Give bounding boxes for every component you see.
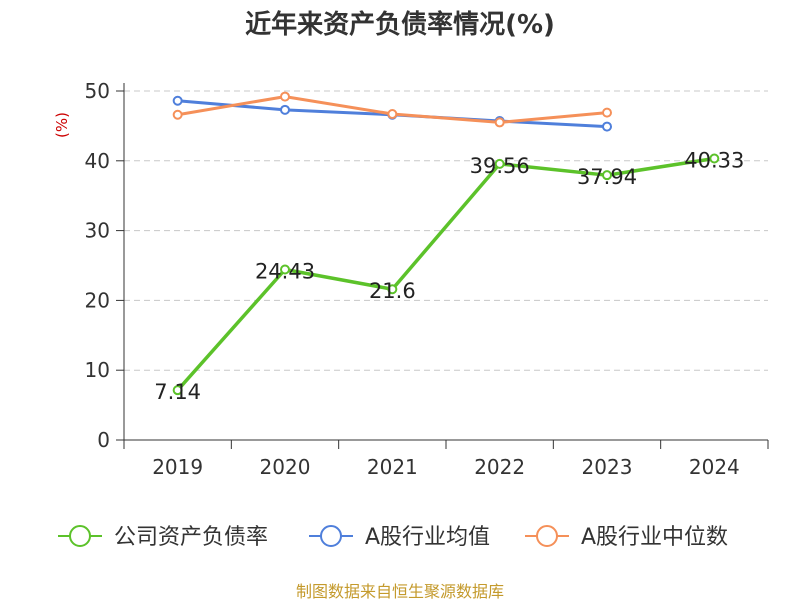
x-tick-label: 2020 <box>260 455 311 479</box>
data-label: 40.33 <box>684 148 744 172</box>
data-point <box>280 264 290 275</box>
x-tick-label: 2023 <box>582 455 633 479</box>
data-point <box>387 284 398 295</box>
data-label: 24.43 <box>255 259 315 283</box>
data-point <box>602 121 612 132</box>
legend-item: A股行业均值 <box>309 525 490 550</box>
y-tick-label: 10 <box>85 358 110 382</box>
x-tick-label: 2021 <box>367 455 418 479</box>
data-label: 21.6 <box>369 279 416 303</box>
y-tick-label: 50 <box>85 79 110 103</box>
legend-item: 公司资产负债率 <box>58 525 268 550</box>
y-tick-label: 30 <box>85 219 110 243</box>
data-point <box>494 117 505 128</box>
data-label: 37.94 <box>577 165 637 189</box>
data-point <box>709 153 720 164</box>
legend: 公司资产负债率 A股行业均值 A股行业中位数 <box>58 525 728 550</box>
data-point <box>172 95 183 106</box>
data-point <box>602 107 612 118</box>
series-line <box>176 156 715 392</box>
y-tick-label: 40 <box>85 149 110 173</box>
grid-layer <box>124 90 768 371</box>
data-point <box>494 158 505 169</box>
legend-label: A股行业中位数 <box>581 525 728 550</box>
x-tick-label: 2022 <box>474 455 525 479</box>
data-label-layer: 7.14 24.43 21.6 39.56 37.94 40.33 <box>154 148 744 404</box>
data-point <box>280 91 290 102</box>
series-layer <box>172 91 720 396</box>
data-point <box>172 109 183 120</box>
source-note: 制图数据来自恒生聚源数据库 <box>295 582 504 601</box>
legend-label: 公司资产负债率 <box>114 525 268 550</box>
data-point <box>172 385 183 396</box>
data-label: 39.56 <box>470 154 530 178</box>
chart-title: 近年来资产负债率情况(%) <box>245 10 555 40</box>
x-tick-label: 2024 <box>689 455 740 479</box>
legend-item: A股行业中位数 <box>525 525 728 550</box>
y-tick-label: 20 <box>85 288 110 312</box>
data-label: 7.14 <box>154 380 201 404</box>
x-tick-label: 2019 <box>152 455 203 479</box>
data-point <box>280 104 290 115</box>
data-point <box>602 170 612 181</box>
legend-label: A股行业均值 <box>365 525 490 550</box>
axis-layer: 0 10 20 30 40 50 (%) 2019 2020 2021 2022 2023 2024 <box>53 79 769 479</box>
legend-marker-icon <box>320 525 342 547</box>
legend-marker-icon <box>536 525 558 547</box>
y-tick-label: 0 <box>97 428 110 452</box>
data-point <box>387 109 398 120</box>
legend-marker-icon <box>69 525 91 547</box>
y-axis-label: (%) <box>53 112 71 138</box>
